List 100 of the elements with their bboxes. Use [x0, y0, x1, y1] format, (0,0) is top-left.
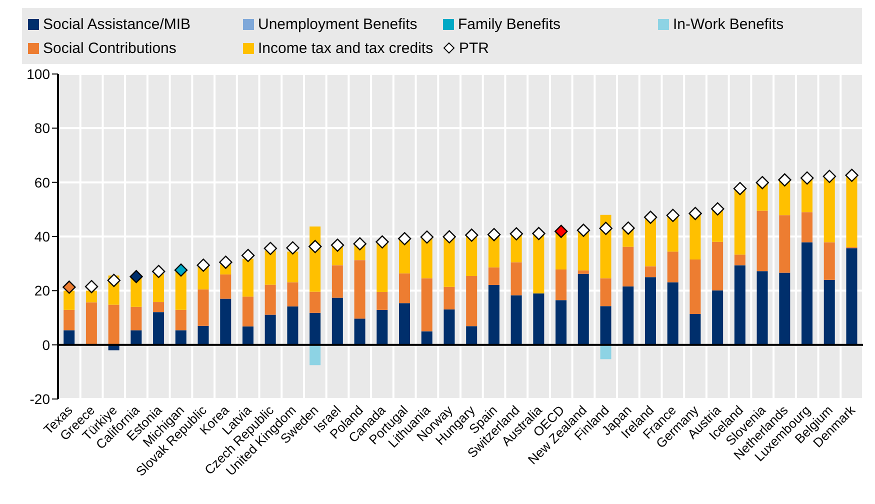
bar: [667, 282, 678, 345]
point: [688, 206, 702, 220]
bar: [354, 318, 366, 345]
bar: [644, 217, 656, 266]
bar: [712, 290, 724, 345]
bar: [86, 302, 97, 345]
legend-label: PTR: [459, 40, 489, 56]
bar: [175, 330, 186, 345]
point: [733, 182, 747, 196]
bar: [376, 310, 388, 345]
y-tick-label: 20: [34, 282, 50, 299]
bar: [824, 242, 835, 280]
bar: [444, 309, 455, 345]
bar: [734, 254, 746, 266]
bar: [64, 330, 75, 345]
point: [398, 232, 412, 246]
bar: [264, 284, 276, 315]
bar: [287, 306, 298, 345]
bar: [510, 262, 522, 296]
point: [510, 227, 524, 240]
bar: [802, 242, 813, 345]
point: [644, 210, 658, 224]
point: [152, 264, 166, 278]
point: [174, 263, 188, 277]
bar: [846, 248, 858, 345]
bar: [690, 213, 701, 260]
legend-label: Social Assistance/MIB: [43, 16, 191, 32]
bar: [556, 300, 567, 345]
bar: [332, 298, 343, 345]
point: [711, 202, 724, 216]
y-tick-label: 0: [42, 336, 50, 353]
bar: [242, 326, 254, 345]
legend-label: Social Contributions: [43, 40, 176, 56]
point: [487, 228, 501, 242]
bar: [533, 293, 544, 345]
point: [84, 280, 98, 294]
legend-label: Income tax and tax credits: [258, 40, 434, 56]
bar: [198, 326, 209, 345]
bar: [421, 278, 432, 332]
point: [286, 241, 300, 254]
point: [308, 240, 322, 254]
point: [264, 242, 278, 256]
bar: [533, 234, 544, 294]
bar: [310, 312, 321, 345]
y-tick-label: 80: [34, 120, 50, 136]
bar: [734, 188, 746, 255]
bar: [354, 260, 366, 319]
point: [576, 224, 590, 237]
y-tick-label: 60: [34, 174, 50, 190]
point: [442, 230, 456, 244]
bar: [175, 272, 186, 310]
bar: [108, 304, 120, 345]
bar: [466, 235, 478, 276]
bar: [175, 310, 186, 330]
bar: [600, 344, 612, 360]
bar: [824, 176, 835, 242]
point: [353, 237, 366, 250]
bar: [287, 252, 298, 282]
bar: [220, 298, 232, 345]
bar: [644, 277, 656, 345]
point: [622, 222, 635, 235]
bar: [376, 242, 388, 292]
bar: [578, 274, 589, 345]
point: [219, 256, 232, 269]
point: [241, 248, 255, 262]
bar: [153, 274, 164, 302]
y-tick-label: 100: [26, 66, 50, 82]
y-tick-label: 40: [34, 228, 50, 244]
bar: [220, 274, 232, 299]
bar: [488, 284, 500, 345]
point: [376, 235, 389, 249]
legend-label: Unemployment Benefits: [258, 16, 418, 32]
bar: [600, 278, 612, 306]
bar: [130, 306, 142, 330]
bar: [310, 292, 321, 313]
bar: [779, 215, 790, 273]
bar: [421, 237, 432, 278]
bar: [153, 302, 164, 312]
bar: [130, 330, 142, 345]
bar: [86, 290, 97, 302]
bar: [444, 236, 455, 287]
point: [778, 173, 792, 186]
bar: [64, 310, 75, 330]
bar: [310, 344, 321, 366]
point: [756, 176, 769, 190]
bar: [488, 267, 500, 285]
bar: [824, 280, 835, 345]
point: [822, 170, 836, 183]
point: [532, 226, 546, 240]
y-tick-label: -20: [30, 390, 50, 407]
bar: [600, 306, 612, 345]
point: [599, 222, 612, 235]
point: [666, 208, 680, 222]
bar: [399, 303, 410, 345]
bar: [242, 296, 254, 326]
point: [845, 168, 858, 182]
point: [465, 228, 478, 242]
bar: [690, 260, 701, 314]
bar: [287, 282, 298, 306]
bar: [802, 212, 813, 242]
